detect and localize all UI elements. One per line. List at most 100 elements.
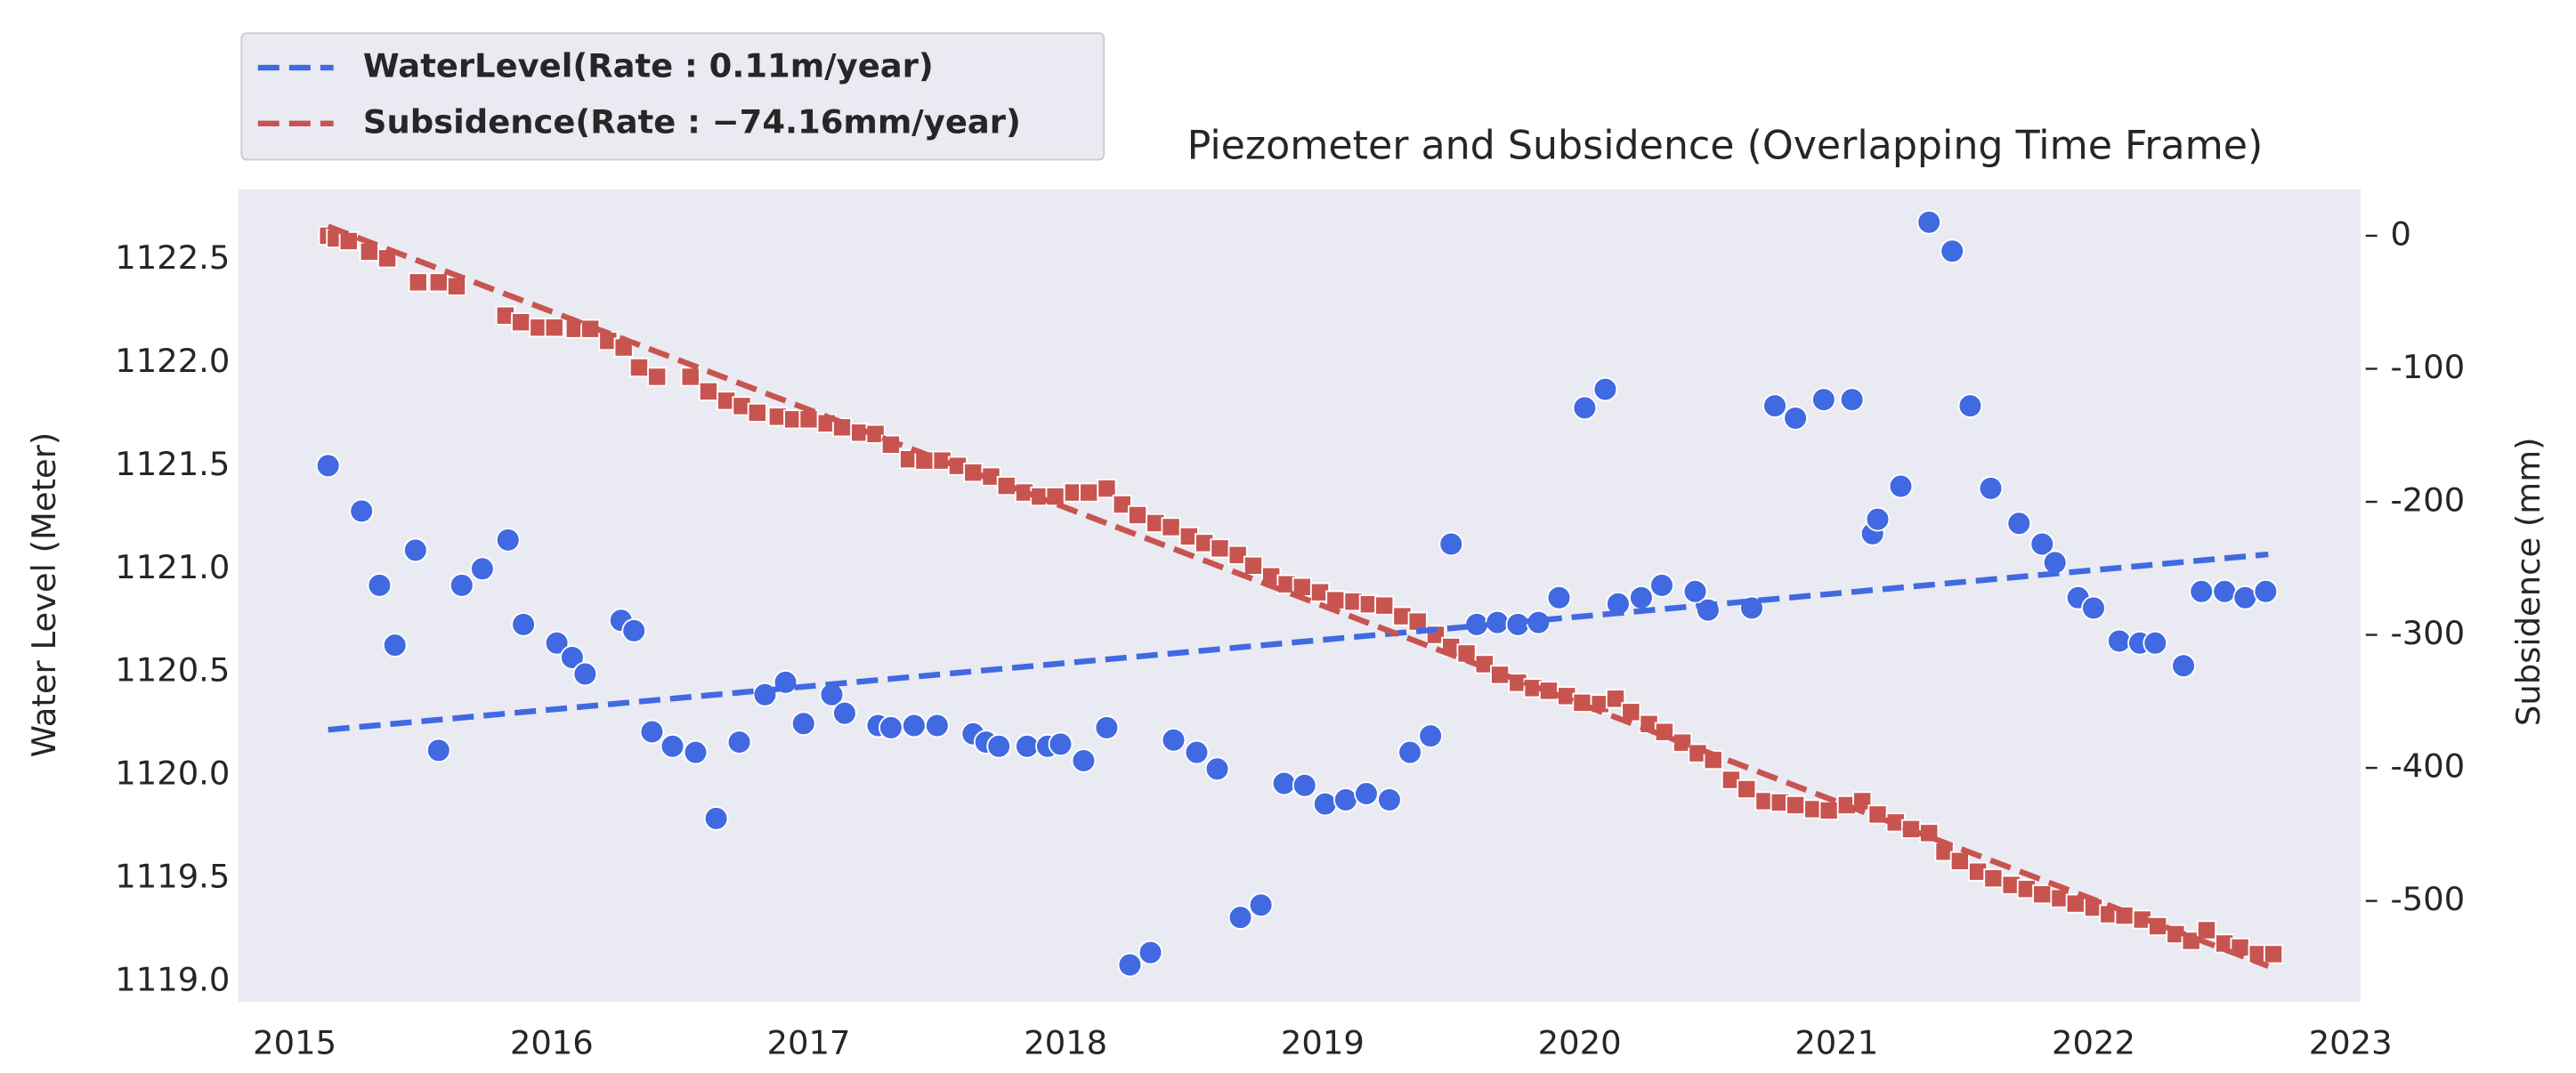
y-tick-label: 1119.0 xyxy=(115,961,230,999)
y2-tick-label: -300 xyxy=(2390,614,2465,652)
square-marker xyxy=(1079,482,1099,503)
square-marker xyxy=(1243,555,1264,576)
square-marker xyxy=(1983,868,2004,889)
circle-marker xyxy=(879,715,903,740)
circle-marker xyxy=(2253,578,2279,604)
circle-marker xyxy=(1117,952,1143,978)
circle-marker xyxy=(1204,756,1230,782)
square-marker xyxy=(544,318,564,338)
circle-marker xyxy=(832,700,857,726)
circle-marker xyxy=(639,719,665,745)
circle-marker xyxy=(621,618,647,643)
circle-marker xyxy=(683,739,709,765)
square-marker xyxy=(1786,795,1806,816)
square-marker xyxy=(647,367,668,387)
y2-tick-label: -200 xyxy=(2390,481,2465,520)
circle-marker xyxy=(402,537,428,563)
square-marker xyxy=(698,381,719,401)
square-marker xyxy=(1045,486,1065,507)
x-tick-label: 2015 xyxy=(253,1024,336,1062)
x-tick-label: 2023 xyxy=(2309,1024,2393,1062)
circle-marker xyxy=(1071,748,1097,773)
circle-marker xyxy=(1888,473,1914,499)
square-marker xyxy=(2263,944,2284,964)
circle-marker xyxy=(660,733,685,759)
circle-marker xyxy=(1333,787,1358,812)
legend-box xyxy=(240,32,1106,161)
circle-marker xyxy=(790,711,816,737)
y-tick-label: 1120.5 xyxy=(115,651,230,690)
circle-marker xyxy=(315,453,341,479)
trend-line xyxy=(327,223,2270,969)
circle-marker xyxy=(1916,209,1942,235)
circle-marker xyxy=(1978,476,2004,501)
circle-marker xyxy=(1629,585,1654,610)
circle-marker xyxy=(1839,387,1865,413)
circle-marker xyxy=(1227,905,1253,931)
circle-marker xyxy=(1865,506,1891,532)
circle-marker xyxy=(1184,739,1210,765)
square-marker xyxy=(1127,504,1148,526)
circle-marker xyxy=(1161,727,1187,753)
circle-marker xyxy=(986,733,1011,759)
legend-label: WaterLevel(Rate : 0.11m/year) xyxy=(363,47,934,85)
y-tick-label: 1122.5 xyxy=(115,238,230,277)
square-marker xyxy=(1605,689,1626,709)
square-marker xyxy=(428,272,449,293)
circle-marker xyxy=(572,661,598,687)
y2-tick-label: -100 xyxy=(2390,348,2465,386)
circle-marker xyxy=(2189,578,2215,604)
circle-marker xyxy=(2171,653,2196,679)
circle-marker xyxy=(726,730,752,754)
square-marker xyxy=(1097,479,1117,499)
circle-marker xyxy=(1138,940,1163,965)
y-tick-label: 1121.5 xyxy=(115,445,230,483)
circle-marker xyxy=(1248,892,1274,918)
circle-marker xyxy=(1292,772,1317,798)
trend-line xyxy=(328,551,2269,733)
circle-marker xyxy=(511,612,536,637)
square-marker xyxy=(1374,595,1395,616)
square-marker xyxy=(1161,517,1181,537)
x-tick-label: 2019 xyxy=(1281,1024,1365,1062)
square-marker xyxy=(628,357,650,378)
circle-marker xyxy=(1783,406,1808,431)
circle-marker xyxy=(470,556,495,582)
circle-marker xyxy=(1438,531,1464,557)
circle-marker xyxy=(2006,511,2032,536)
circle-marker xyxy=(382,633,408,658)
y-tick-label: 1119.5 xyxy=(115,858,230,896)
circle-marker xyxy=(1377,787,1402,812)
circle-marker xyxy=(1271,770,1297,796)
circle-marker xyxy=(1649,573,1674,598)
circle-marker xyxy=(2107,628,2132,654)
circle-marker xyxy=(1762,393,1787,418)
circle-marker xyxy=(544,630,570,656)
circle-marker xyxy=(1418,723,1443,748)
circle-marker xyxy=(367,573,393,598)
circle-marker xyxy=(1546,585,1572,610)
square-marker xyxy=(511,312,531,333)
circle-marker xyxy=(349,498,375,524)
x-tick-label: 2021 xyxy=(1794,1024,1878,1062)
circle-marker xyxy=(449,573,474,598)
square-marker xyxy=(1819,800,1839,821)
circle-marker xyxy=(2029,531,2055,557)
y2-axis-label: Subsidence (mm) xyxy=(2509,437,2548,726)
square-marker xyxy=(1737,779,1757,800)
square-marker xyxy=(680,367,701,387)
circle-marker xyxy=(2081,595,2106,621)
square-marker xyxy=(408,272,428,293)
x-tick-label: 2017 xyxy=(767,1024,851,1062)
square-marker xyxy=(747,402,767,423)
square-marker xyxy=(1112,494,1132,515)
square-marker xyxy=(1949,851,1970,871)
circle-marker xyxy=(1940,238,1965,264)
circle-marker xyxy=(1015,733,1040,759)
y2-tick-label: -400 xyxy=(2390,747,2465,786)
circle-marker xyxy=(2042,550,2068,576)
square-marker xyxy=(1210,538,1230,559)
circle-marker xyxy=(1957,393,1983,418)
circle-marker xyxy=(2143,630,2168,656)
